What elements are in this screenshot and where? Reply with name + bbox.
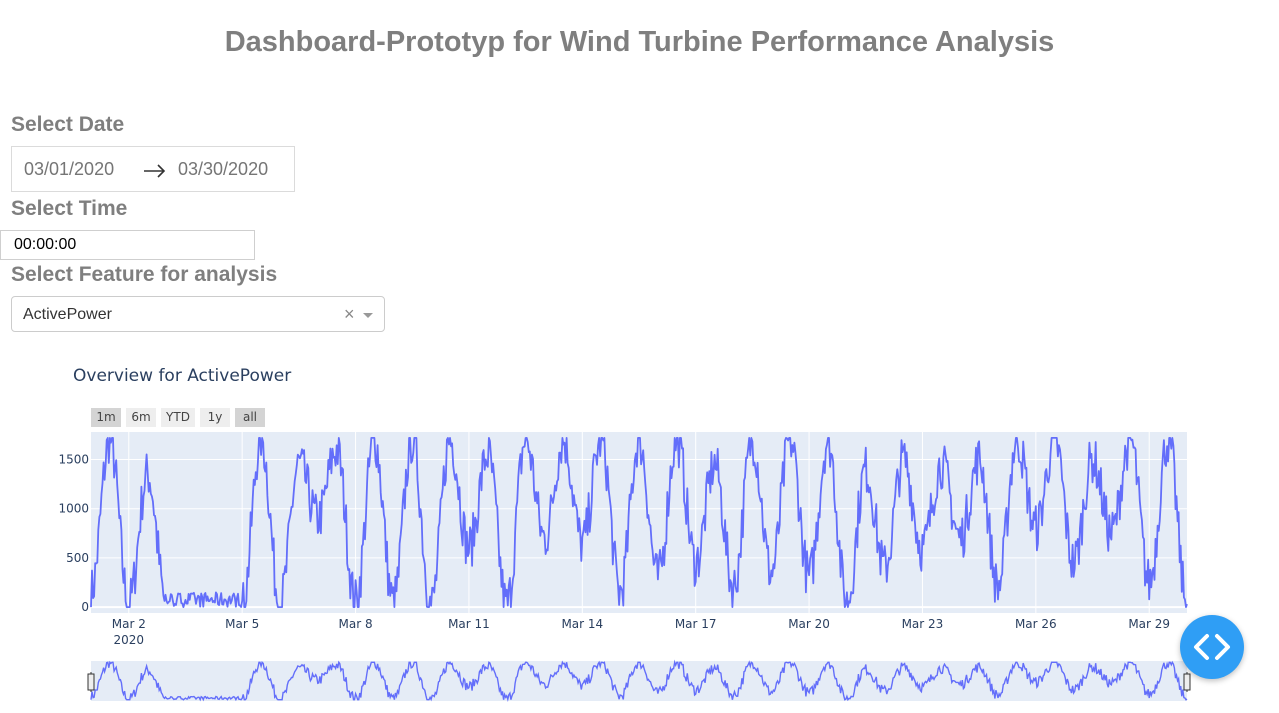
- code-toggle-button[interactable]: [1180, 615, 1244, 679]
- end-date-input[interactable]: 03/30/2020: [178, 158, 269, 179]
- y-tick-label: 1500: [58, 453, 89, 467]
- feature-label: Select Feature for analysis: [11, 263, 278, 286]
- chevron-down-icon[interactable]: [363, 313, 373, 318]
- start-date-input[interactable]: 03/01/2020: [24, 158, 115, 179]
- range-slider-handle-right[interactable]: [1183, 672, 1191, 692]
- x-tick-label: Mar 2: [112, 617, 146, 631]
- series-line-activepower: [90, 437, 1188, 608]
- code-icon: [1194, 634, 1230, 660]
- x-tick-label: Mar 26: [1015, 617, 1057, 631]
- date-range-picker[interactable]: 03/01/2020 03/30/2020: [11, 146, 295, 192]
- arrow-right-icon: [144, 164, 166, 178]
- page-title: Dashboard-Prototyp for Wind Turbine Perf…: [224, 26, 1055, 58]
- range-button-1m[interactable]: 1m: [91, 408, 121, 427]
- x-tick-label: Mar 5: [225, 617, 259, 631]
- x-tick-sublabel: 2020: [114, 633, 145, 647]
- x-tick-label: Mar 29: [1128, 617, 1170, 631]
- date-label: Select Date: [11, 113, 125, 136]
- y-tick-label: 1000: [58, 502, 89, 516]
- y-tick-label: 500: [66, 551, 89, 565]
- time-input[interactable]: [0, 230, 255, 260]
- x-tick-label: Mar 11: [448, 617, 490, 631]
- y-axis: 0 500 1000 1500: [58, 453, 89, 615]
- x-tick-label: Mar 20: [788, 617, 830, 631]
- y-tick-label: 0: [81, 600, 89, 614]
- range-slider-handle-left[interactable]: [87, 672, 95, 692]
- feature-dropdown-value: ActivePower: [23, 306, 112, 323]
- close-icon[interactable]: ×: [344, 304, 355, 324]
- range-button-ytd[interactable]: YTD: [161, 408, 195, 427]
- time-label: Select Time: [11, 197, 128, 220]
- x-tick-label: Mar 14: [561, 617, 603, 631]
- x-tick-label: Mar 17: [675, 617, 717, 631]
- feature-dropdown[interactable]: ActivePower ×: [11, 296, 385, 332]
- x-tick-label: Mar 23: [902, 617, 944, 631]
- chart-title: Overview for ActivePower: [73, 366, 292, 386]
- x-tick-label: Mar 8: [339, 617, 373, 631]
- range-button-6m[interactable]: 6m: [126, 408, 156, 427]
- x-axis: Mar 2 2020 Mar 5 Mar 8 Mar 11 Mar 14 Mar 17 Mar…: [112, 617, 1170, 647]
- range-button-all[interactable]: all: [235, 408, 265, 427]
- range-button-1y[interactable]: 1y: [200, 408, 230, 427]
- range-slider-line: [90, 659, 1188, 702]
